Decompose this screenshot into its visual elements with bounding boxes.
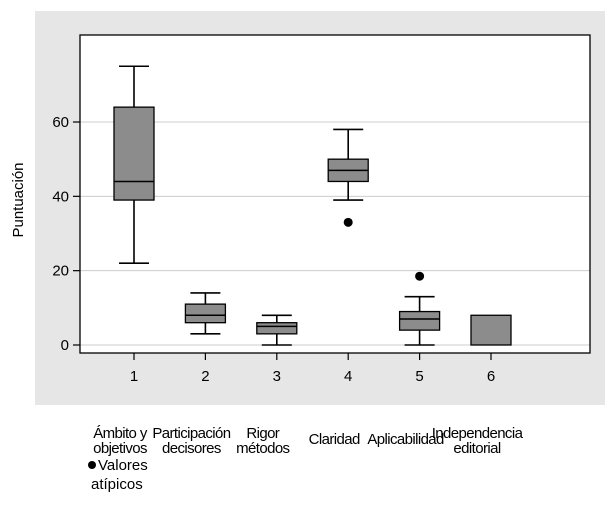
y-tick-label: 0 [61, 337, 69, 354]
category-name-4-line-1: Claridad [309, 431, 360, 448]
y-axis: 0 20 40 60 [52, 114, 80, 354]
outlier-point [343, 217, 353, 227]
x-tick-label: 4 [344, 368, 352, 385]
box-category-1 [113, 65, 155, 265]
category-name-3-line-1: Rigor [246, 425, 279, 442]
plot-frame [79, 34, 591, 354]
plot-area [80, 35, 590, 353]
legend: Valores atípicos [88, 457, 148, 493]
category-name-6-line-2: editorial [453, 440, 500, 457]
x-tick-label: 1 [130, 368, 138, 385]
box-category-4 [327, 128, 369, 227]
category-name-3-line-2: métodos [236, 440, 289, 457]
outlier-point [415, 271, 425, 281]
legend-outlier-marker [88, 461, 96, 469]
box-iqr [256, 322, 298, 335]
boxes [113, 65, 512, 346]
x-tick-label: 2 [201, 368, 209, 385]
legend-label-line-1: Valores [98, 457, 148, 474]
y-tick-label: 60 [52, 114, 69, 131]
category-name-6-line-1: Independencia [432, 425, 524, 442]
y-tick-label: 20 [52, 263, 69, 280]
legend-label-line-2: atípicos [91, 476, 143, 493]
box-iqr [470, 314, 512, 346]
box-iqr [184, 303, 227, 324]
y-tick-label: 40 [52, 188, 69, 205]
category-name-5-line-1: Aplicabilidad [367, 431, 444, 448]
box-iqr [398, 310, 441, 331]
category-name-1-line-2: objetivos [93, 440, 147, 457]
category-name-2-line-2: decisores [162, 440, 221, 457]
box-category-3 [256, 314, 298, 346]
x-tick-label: 6 [487, 368, 495, 385]
y-axis-title: Puntuación [10, 162, 27, 237]
box-category-5 [398, 271, 441, 346]
category-name-1-line-1: Ámbito y [93, 425, 148, 442]
box-category-2 [184, 292, 227, 335]
x-tick-label: 3 [273, 368, 281, 385]
x-tick-label: 5 [415, 368, 423, 385]
category-name-2-line-1: Participación [152, 425, 230, 442]
box-category-6 [470, 314, 512, 346]
x-axis: 1 2 3 4 5 6 [130, 353, 495, 385]
box-iqr [113, 106, 155, 201]
